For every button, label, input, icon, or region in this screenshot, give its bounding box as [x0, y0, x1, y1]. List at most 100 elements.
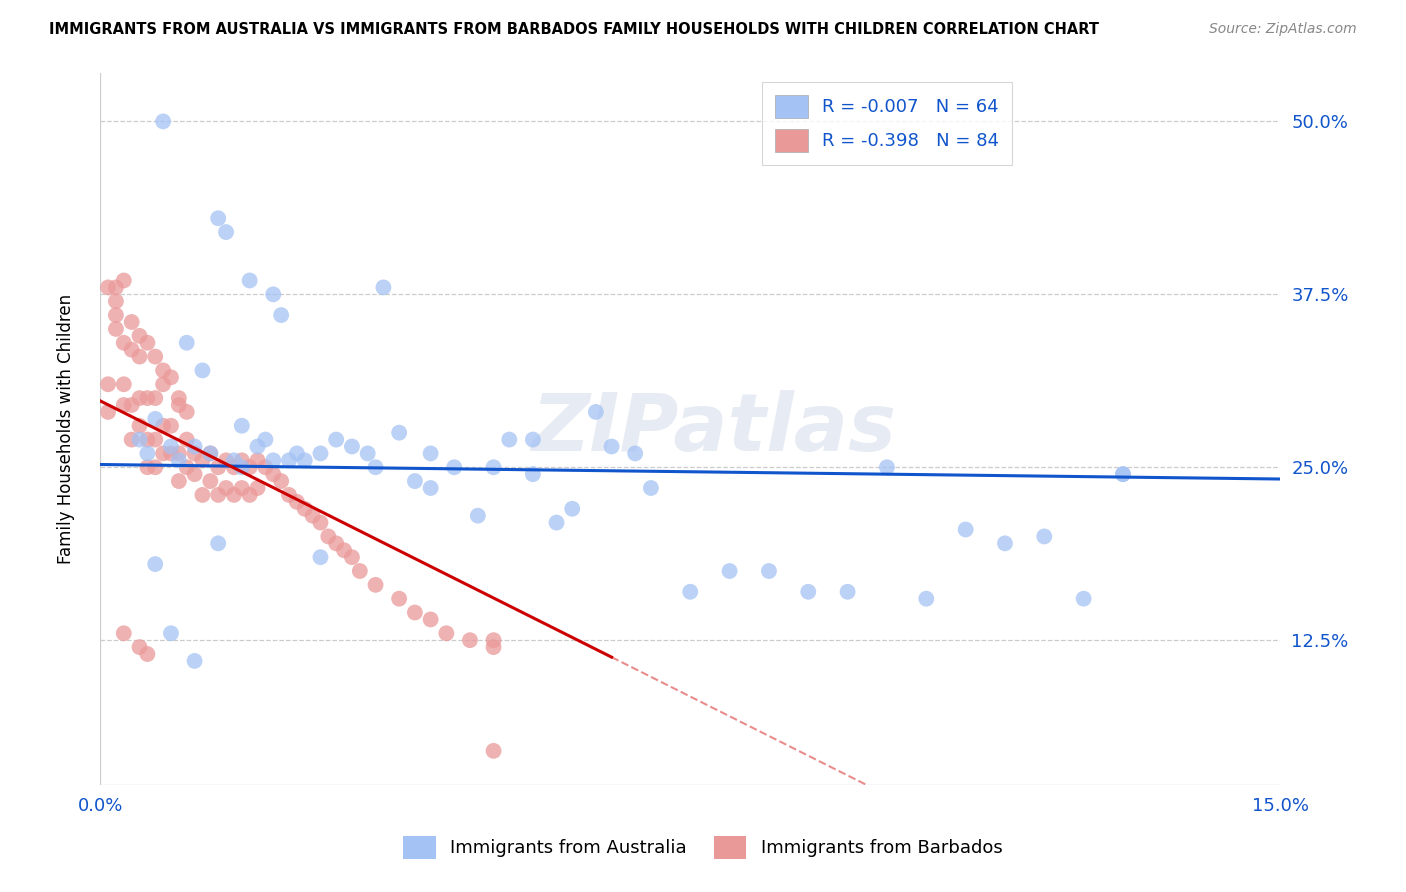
Point — [876, 460, 898, 475]
Point — [522, 467, 544, 482]
Point — [112, 335, 135, 350]
Point — [522, 433, 544, 447]
Point — [285, 495, 308, 509]
Point — [600, 440, 623, 454]
Point — [246, 440, 269, 454]
Point — [128, 328, 150, 343]
Point — [561, 501, 583, 516]
Point — [340, 440, 363, 454]
Point — [309, 550, 332, 565]
Point — [270, 474, 292, 488]
Point — [207, 211, 229, 226]
Point — [97, 280, 120, 294]
Point — [254, 433, 277, 447]
Point — [143, 412, 166, 426]
Point — [679, 584, 702, 599]
Point — [183, 446, 205, 460]
Point — [200, 446, 222, 460]
Point — [231, 453, 253, 467]
Point — [419, 446, 441, 460]
Point — [388, 591, 411, 606]
Point — [325, 433, 347, 447]
Point — [152, 377, 174, 392]
Point — [167, 391, 190, 405]
Point — [309, 516, 332, 530]
Point — [404, 474, 426, 488]
Point — [112, 377, 135, 392]
Point — [215, 481, 238, 495]
Point — [1033, 529, 1056, 543]
Point — [104, 280, 127, 294]
Point — [318, 529, 340, 543]
Point — [176, 433, 198, 447]
Point — [128, 433, 150, 447]
Point — [262, 453, 284, 467]
Point — [183, 467, 205, 482]
Point — [215, 225, 238, 239]
Point — [176, 405, 198, 419]
Point — [183, 440, 205, 454]
Point — [246, 453, 269, 467]
Point — [333, 543, 356, 558]
Point — [419, 612, 441, 626]
Point — [128, 418, 150, 433]
Point — [160, 626, 183, 640]
Point — [1112, 467, 1135, 482]
Point — [404, 606, 426, 620]
Point — [1112, 467, 1135, 482]
Point — [388, 425, 411, 440]
Point — [167, 398, 190, 412]
Point — [498, 433, 520, 447]
Point — [294, 501, 316, 516]
Point — [262, 467, 284, 482]
Point — [160, 370, 183, 384]
Point — [1073, 591, 1095, 606]
Point — [207, 460, 229, 475]
Point — [128, 350, 150, 364]
Point — [434, 626, 457, 640]
Point — [458, 633, 481, 648]
Point — [797, 584, 820, 599]
Point — [136, 460, 159, 475]
Legend: R = -0.007   N = 64, R = -0.398   N = 84: R = -0.007 N = 64, R = -0.398 N = 84 — [762, 82, 1012, 164]
Point — [104, 308, 127, 322]
Point — [325, 536, 347, 550]
Point — [364, 578, 387, 592]
Point — [128, 640, 150, 654]
Point — [160, 418, 183, 433]
Point — [136, 446, 159, 460]
Point — [340, 550, 363, 565]
Point — [837, 584, 859, 599]
Point — [482, 460, 505, 475]
Point — [167, 446, 190, 460]
Text: Source: ZipAtlas.com: Source: ZipAtlas.com — [1209, 22, 1357, 37]
Point — [467, 508, 489, 523]
Point — [160, 446, 183, 460]
Point — [152, 446, 174, 460]
Point — [191, 488, 214, 502]
Point — [112, 273, 135, 287]
Point — [128, 391, 150, 405]
Point — [97, 405, 120, 419]
Point — [270, 308, 292, 322]
Point — [357, 446, 380, 460]
Legend: Immigrants from Australia, Immigrants from Barbados: Immigrants from Australia, Immigrants fr… — [392, 825, 1014, 870]
Point — [231, 460, 253, 475]
Point — [640, 481, 662, 495]
Point — [152, 363, 174, 377]
Point — [254, 460, 277, 475]
Point — [482, 744, 505, 758]
Point — [97, 377, 120, 392]
Point — [246, 481, 269, 495]
Point — [200, 474, 222, 488]
Point — [112, 398, 135, 412]
Point — [136, 433, 159, 447]
Point — [136, 335, 159, 350]
Point — [349, 564, 371, 578]
Point — [176, 335, 198, 350]
Point — [200, 446, 222, 460]
Point — [143, 350, 166, 364]
Point — [143, 391, 166, 405]
Point — [136, 647, 159, 661]
Point — [239, 488, 262, 502]
